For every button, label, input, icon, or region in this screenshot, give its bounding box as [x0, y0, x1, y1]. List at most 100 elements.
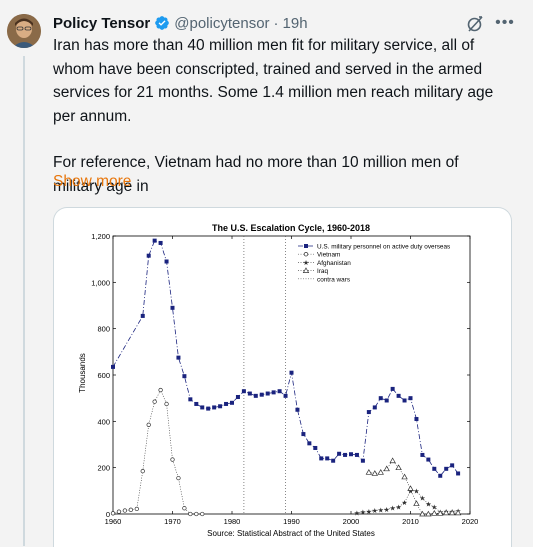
tweet-header: Policy Tensor @policytensor · 19h [53, 13, 308, 33]
x-tick-label: 2010 [402, 517, 419, 526]
data-point-square [384, 398, 389, 403]
series-line-circle [112, 389, 203, 515]
plot-area: 1960 1970 1980 1990 2000 2010 2020 0 200 400 600 80… [91, 232, 478, 526]
data-point-square [414, 417, 419, 422]
x-tick-label: 1970 [164, 517, 181, 526]
data-point-circle [116, 509, 122, 514]
data-point-square [230, 400, 234, 405]
data-point-triangle [377, 468, 384, 475]
data-point-star: ★ [360, 509, 366, 517]
tweet-paragraph-1: Iran has more than 40 million men fit fo… [53, 37, 494, 125]
chart: The U.S. Escalation Cycle, 1960-2018 Tho… [78, 223, 478, 538]
data-point-square [331, 458, 336, 463]
more-options-icon[interactable]: ••• [495, 14, 515, 31]
legend-label: U.S. military personnel on active duty o… [317, 244, 450, 251]
avatar-portrait-icon [7, 14, 41, 48]
data-point-triangle [419, 510, 426, 517]
data-point-square [360, 458, 365, 463]
data-point-triangle [454, 509, 462, 516]
legend-label: Afghanistan [317, 260, 351, 267]
data-point-square [182, 374, 187, 379]
data-point-square [444, 466, 449, 471]
data-point-square [325, 456, 330, 461]
data-point-triangle [407, 485, 414, 491]
x-tick-label: 1960 [105, 517, 122, 526]
x-tick-label: 2020 [462, 517, 479, 526]
y-tick-label: 400 [97, 417, 110, 426]
data-point-square [408, 396, 413, 401]
data-point-triangle [437, 509, 444, 516]
data-point-triangle [448, 509, 456, 516]
x-tick-label: 1990 [283, 517, 300, 526]
data-point-square [194, 401, 199, 406]
data-point-square [295, 407, 300, 412]
tweet-timestamp[interactable]: 19h [282, 14, 308, 32]
data-point-square [224, 401, 229, 406]
data-point-circle [140, 468, 145, 474]
author-handle[interactable]: @policytensor [174, 14, 270, 32]
data-point-circle [128, 507, 133, 512]
data-point-square [337, 451, 342, 456]
author-name[interactable]: Policy Tensor [53, 14, 151, 32]
data-point-star: ★ [366, 508, 372, 516]
data-point-square [372, 405, 377, 410]
data-point-square [235, 395, 240, 400]
thread-line [23, 56, 25, 546]
data-point-square [456, 471, 461, 476]
show-more-link[interactable]: Show more [53, 173, 132, 190]
data-point-square [164, 259, 169, 264]
data-point-square [289, 370, 294, 375]
y-tick-label: 0 [106, 510, 110, 519]
y-tick-label: 1,200 [91, 232, 110, 241]
data-point-square [152, 238, 157, 243]
data-point-square [432, 466, 437, 471]
data-point-star: ★ [372, 507, 378, 515]
data-point-circle [152, 399, 157, 404]
data-point-square [206, 406, 211, 411]
legend-label: contra wars [317, 276, 350, 283]
data-point-star: ★ [407, 487, 413, 495]
data-point-square [396, 393, 401, 398]
data-point-square [247, 391, 252, 396]
data-point-triangle [401, 473, 408, 480]
data-point-star: ★ [378, 506, 384, 514]
data-point-triangle [371, 470, 378, 476]
data-point-star: ★ [425, 501, 431, 509]
data-point-square [200, 405, 205, 410]
header-separator: · [273, 14, 279, 32]
data-point-triangle [383, 465, 390, 472]
chart-source: Source: Statistical Abstract of the Unit… [207, 529, 375, 538]
legend-label: Iraq [317, 268, 328, 275]
data-point-square [218, 404, 223, 409]
data-point-circle [134, 506, 139, 512]
data-point-square [307, 441, 312, 446]
data-point-square [146, 253, 151, 258]
data-point-square [349, 452, 353, 457]
tweet-media-chart[interactable]: The U.S. Escalation Cycle, 1960-2018 Tho… [53, 207, 512, 547]
data-point-square [420, 452, 425, 457]
x-tick-label: 1980 [224, 517, 241, 526]
verified-badge-icon [155, 16, 170, 30]
data-point-square [390, 386, 395, 391]
data-point-square [111, 364, 115, 369]
data-point-circle [200, 511, 205, 517]
y-tick-label: 1,000 [91, 278, 110, 287]
data-point-square [170, 305, 175, 310]
data-point-circle [176, 475, 181, 481]
data-point-star: ★ [419, 495, 425, 503]
data-point-triangle [443, 509, 450, 516]
data-point-square [426, 457, 431, 462]
data-point-triangle [425, 510, 432, 517]
data-point-square [283, 393, 288, 398]
data-point-star: ★ [395, 504, 401, 512]
data-point-triangle [365, 468, 373, 475]
data-point-star: ★ [401, 499, 407, 507]
data-point-square [378, 396, 383, 401]
grok-icon[interactable] [465, 14, 485, 34]
data-point-star: ★ [431, 504, 437, 512]
avatar[interactable] [7, 14, 41, 48]
tweet-paragraph-2: For reference, Vietnam had no more than … [53, 154, 459, 195]
data-point-star: ★ [354, 509, 360, 517]
data-point-square [319, 456, 324, 461]
series-line-triangle [368, 460, 459, 515]
